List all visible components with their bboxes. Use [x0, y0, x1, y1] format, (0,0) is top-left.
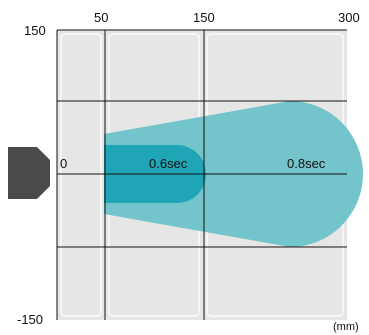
sensor-head-icon [8, 147, 50, 199]
y-label-bottom: -150 [17, 312, 44, 327]
zone-label-0-8sec: 0.8sec [287, 156, 326, 171]
y-label-top: 150 [24, 23, 46, 38]
x-tick-150: 150 [193, 10, 215, 25]
x-tick-50: 50 [94, 10, 109, 25]
unit-label: (mm) [333, 321, 359, 333]
grid-lines [56, 29, 347, 320]
y-label-origin: 0 [60, 156, 68, 171]
x-tick-300: 300 [338, 10, 360, 25]
zone-label-0-6sec: 0.6sec [149, 156, 188, 171]
